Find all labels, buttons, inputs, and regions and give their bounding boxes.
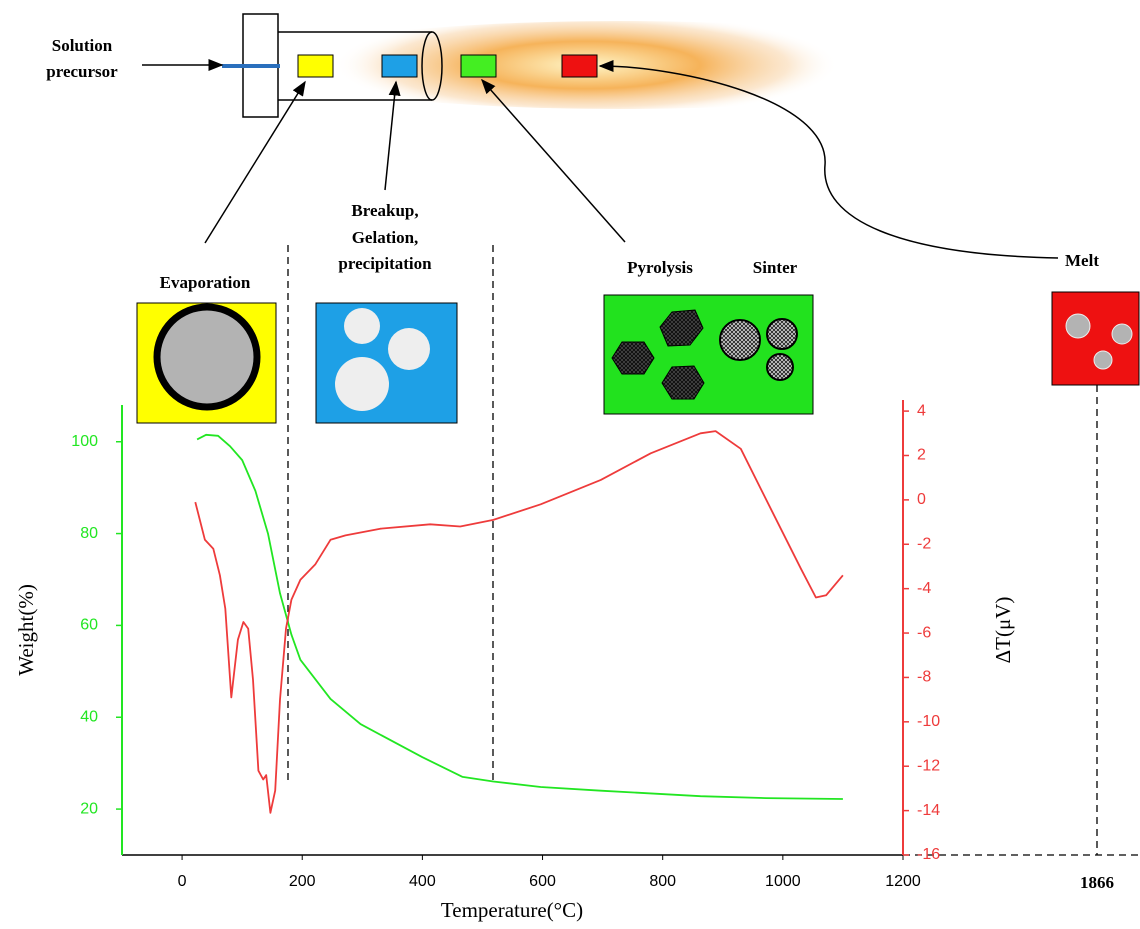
y-tick-label: 20 bbox=[80, 800, 98, 817]
inset-evaporation bbox=[137, 303, 276, 423]
data-line bbox=[197, 435, 843, 799]
y2-tick-label: -8 bbox=[917, 669, 931, 686]
y-tick-label: 60 bbox=[80, 617, 98, 634]
x-tick-label: 1000 bbox=[765, 873, 801, 890]
label: Evaporation bbox=[160, 273, 251, 292]
y2-tick-label: -6 bbox=[917, 624, 931, 641]
label: Melt bbox=[1065, 251, 1099, 270]
label: 1866 bbox=[1080, 873, 1114, 892]
y2-tick-label: -2 bbox=[917, 535, 931, 552]
x-tick-label: 1200 bbox=[885, 873, 921, 890]
y-tick-label: 100 bbox=[71, 433, 98, 450]
y2-tick-label: 4 bbox=[917, 402, 926, 419]
figure: Solution precursor Evaporation Breakup, … bbox=[0, 0, 1140, 929]
y2-tick-label: 0 bbox=[917, 491, 926, 508]
y2-tick-label: 2 bbox=[917, 447, 926, 464]
x-tick-label: 600 bbox=[529, 873, 556, 890]
stage-marker bbox=[461, 55, 496, 77]
data-line bbox=[195, 431, 843, 813]
inset-melt bbox=[1052, 292, 1139, 385]
label: precipitation bbox=[338, 254, 432, 273]
y-tick-label: 40 bbox=[80, 708, 98, 725]
y-axis-title: Weight(%) bbox=[14, 584, 38, 676]
x-tick-label: 0 bbox=[178, 873, 187, 890]
label: Sinter bbox=[753, 258, 798, 277]
x-tick-label: 800 bbox=[649, 873, 676, 890]
y2-tick-label: -12 bbox=[917, 757, 940, 774]
y2-tick-label: -14 bbox=[917, 802, 940, 819]
y2-tick-label: -10 bbox=[917, 713, 940, 730]
label: Pyrolysis bbox=[627, 258, 693, 277]
flame bbox=[270, 21, 970, 109]
x-axis-title: Temperature(°C) bbox=[441, 898, 583, 922]
stage-marker bbox=[298, 55, 333, 77]
x-tick-label: 200 bbox=[289, 873, 316, 890]
y2-axis-title: ΔT(μV) bbox=[991, 597, 1015, 664]
spray-diagram: Solution precursor Evaporation Breakup, … bbox=[46, 14, 1140, 892]
y2-tick-label: -4 bbox=[917, 580, 931, 597]
label: Breakup, bbox=[351, 201, 418, 220]
x-tick-label: 400 bbox=[409, 873, 436, 890]
label: Solution bbox=[52, 36, 113, 55]
inset-pyrolysis bbox=[604, 295, 813, 414]
y2-tick-label: -16 bbox=[917, 846, 940, 863]
stage-marker bbox=[382, 55, 417, 77]
y-tick-label: 80 bbox=[80, 525, 98, 542]
label: Gelation, bbox=[352, 228, 419, 247]
label: precursor bbox=[46, 62, 118, 81]
stage-marker bbox=[562, 55, 597, 77]
inset-breakup bbox=[316, 303, 457, 423]
